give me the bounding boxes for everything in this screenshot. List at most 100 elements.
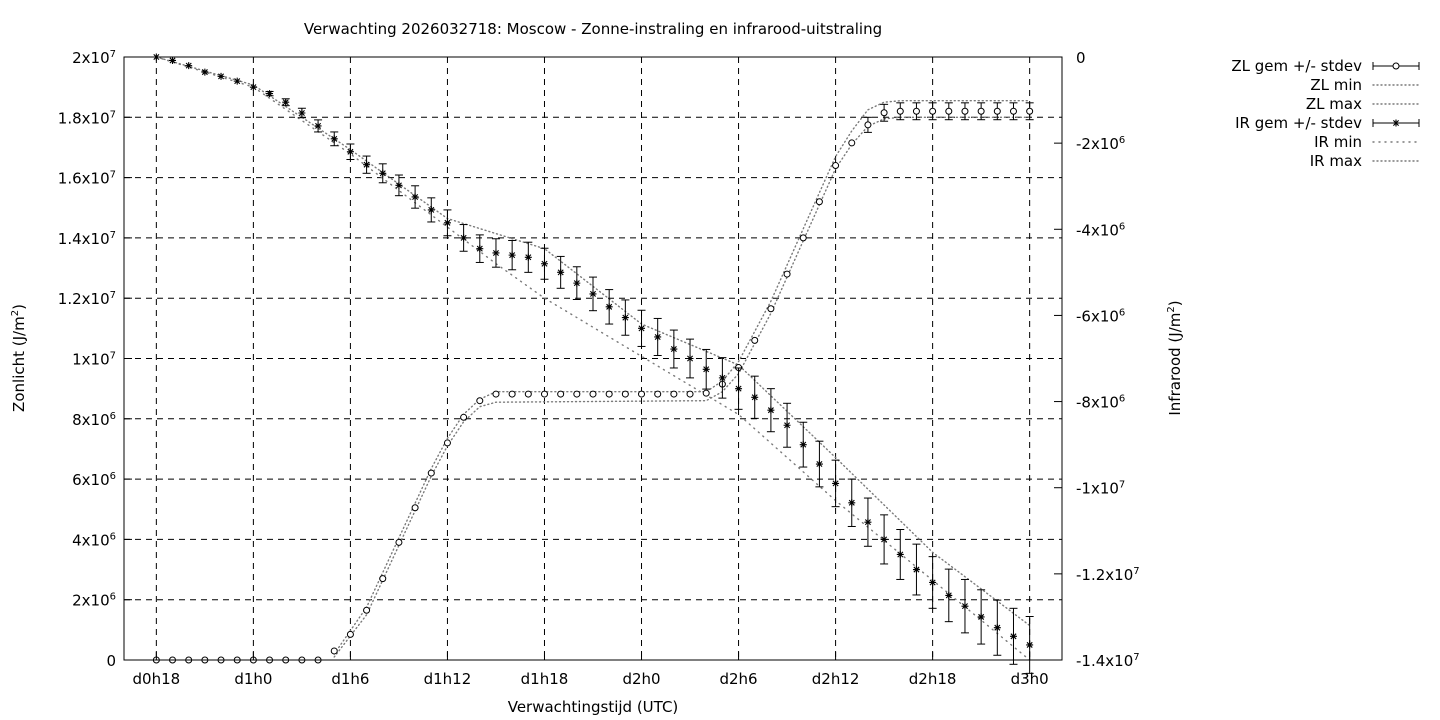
x-tick-label: d1h12 (424, 670, 472, 688)
zl-mean-point (460, 413, 468, 421)
ir-mean-point (912, 566, 920, 574)
zl-mean-point (880, 109, 888, 117)
legend-label: IR gem +/- stdev (1235, 114, 1362, 132)
zl-mean-point (638, 390, 646, 398)
zl-mean-point (751, 336, 759, 344)
y-left-tick-label: 8x106 (72, 411, 116, 429)
ir-mean-point (735, 385, 743, 393)
ir-mean-point (363, 161, 371, 169)
zl-min-line (333, 116, 1031, 658)
ir-mean-point (266, 90, 274, 98)
legend-label: ZL max (1306, 95, 1362, 113)
zl-max-line (333, 99, 1031, 655)
ir-mean-point (589, 290, 597, 298)
ir-mean-point (1026, 641, 1034, 649)
zl-mean-point (945, 107, 953, 115)
zl-mean-point (443, 439, 451, 447)
ir-mean-point (314, 122, 322, 130)
y-right-tick-label: -4x106 (1076, 221, 1125, 239)
ir-mean-point (524, 253, 532, 261)
ir-mean-point (379, 169, 387, 177)
ir-mean-point (185, 62, 193, 70)
ir-mean-point (945, 591, 953, 599)
ir-mean-point (557, 268, 565, 276)
ir-mean-point (718, 374, 726, 382)
legend-label: IR max (1310, 152, 1362, 170)
y-right-tick-label: -1x107 (1076, 480, 1125, 498)
legend-swatch-marker (1392, 62, 1400, 70)
ir-mean-point (540, 260, 548, 268)
y-left-tick-label: 1.4x107 (58, 230, 116, 248)
ir-mean-point (201, 68, 209, 76)
zl-mean-point (492, 390, 500, 398)
ir-mean-point (621, 314, 629, 322)
zl-mean-point (832, 162, 840, 170)
ir-mean-point (977, 613, 985, 621)
zl-mean-point (654, 390, 662, 398)
ir-mean-point (929, 578, 937, 586)
zl-mean-point (524, 390, 532, 398)
ir-mean-point (638, 324, 646, 332)
y-left-tick-label: 2x107 (72, 49, 116, 67)
x-tick-label: d1h6 (331, 670, 369, 688)
zl-mean-point (783, 270, 791, 278)
y-right-tick-label: 0 (1076, 49, 1086, 67)
ir-mean-point (751, 393, 759, 401)
ir-mean-point (896, 550, 904, 558)
zl-mean-point (702, 389, 710, 397)
x-tick-label: d1h18 (521, 670, 569, 688)
zl-mean-point (1026, 107, 1034, 115)
y-left-tick-label: 1.2x107 (58, 290, 116, 308)
zl-mean-point (1009, 107, 1017, 115)
ir-mean-point (346, 148, 354, 156)
zl-mean-point (815, 198, 823, 206)
y-axis-left-label: Zonlicht (J/m2) (10, 304, 28, 412)
zl-mean-point (977, 107, 985, 115)
y-left-tick-label: 6x106 (72, 471, 116, 489)
zl-mean-point (346, 630, 354, 638)
ir-mean-point (395, 181, 403, 189)
zl-mean-point (573, 390, 581, 398)
ir-mean-point (330, 135, 338, 143)
ir-mean-point (702, 365, 710, 373)
ir-mean-point (476, 245, 484, 253)
series-layer (152, 53, 1034, 674)
y-right-tick-label: -2x106 (1076, 135, 1125, 153)
y-left-tick-label: 1x107 (72, 351, 116, 369)
x-tick-label: d2h18 (909, 670, 957, 688)
ir-mean-point (670, 345, 678, 353)
y-left-tick-label: 1.8x107 (58, 109, 116, 127)
y-left-tick-label: 2x106 (72, 592, 116, 610)
legend-label: ZL gem +/- stdev (1231, 57, 1362, 75)
zl-mean-point (427, 469, 435, 477)
ir-max-line (155, 56, 1031, 627)
ir-mean-point (460, 234, 468, 242)
grid-lines (124, 57, 1062, 660)
zl-mean-point (476, 397, 484, 405)
ir-mean-point (832, 479, 840, 487)
y-right-tick-label: -8x106 (1076, 394, 1125, 412)
zl-mean-point (379, 575, 387, 583)
zl-mean-point (670, 390, 678, 398)
ir-mean-point (508, 251, 516, 259)
zl-mean-point (848, 139, 856, 147)
zl-mean-point (363, 606, 371, 614)
ir-mean-points (152, 53, 1034, 674)
ir-mean-point (217, 72, 225, 80)
y-axis-right: 0 -2x106 -4x106 -6x106 -8x106 -1x107 -1.2x107 -… (1054, 49, 1140, 670)
legend-label: IR min (1314, 133, 1362, 151)
y-left-tick-label: 0 (106, 652, 116, 670)
ir-mean-point (848, 499, 856, 507)
zl-mean-point (411, 504, 419, 512)
zl-mean-point (912, 107, 920, 115)
ir-mean-point (282, 98, 290, 106)
chart-title: Verwachting 2026032718: Moscow - Zonne-i… (304, 20, 882, 38)
x-tick-label: d2h0 (622, 670, 660, 688)
zl-mean-point (799, 234, 807, 242)
y-left-tick-label: 1.6x107 (58, 170, 116, 188)
ir-mean-point (169, 56, 177, 64)
ir-mean-point (233, 77, 241, 85)
zl-mean-point (540, 390, 548, 398)
ir-mean-point (783, 421, 791, 429)
